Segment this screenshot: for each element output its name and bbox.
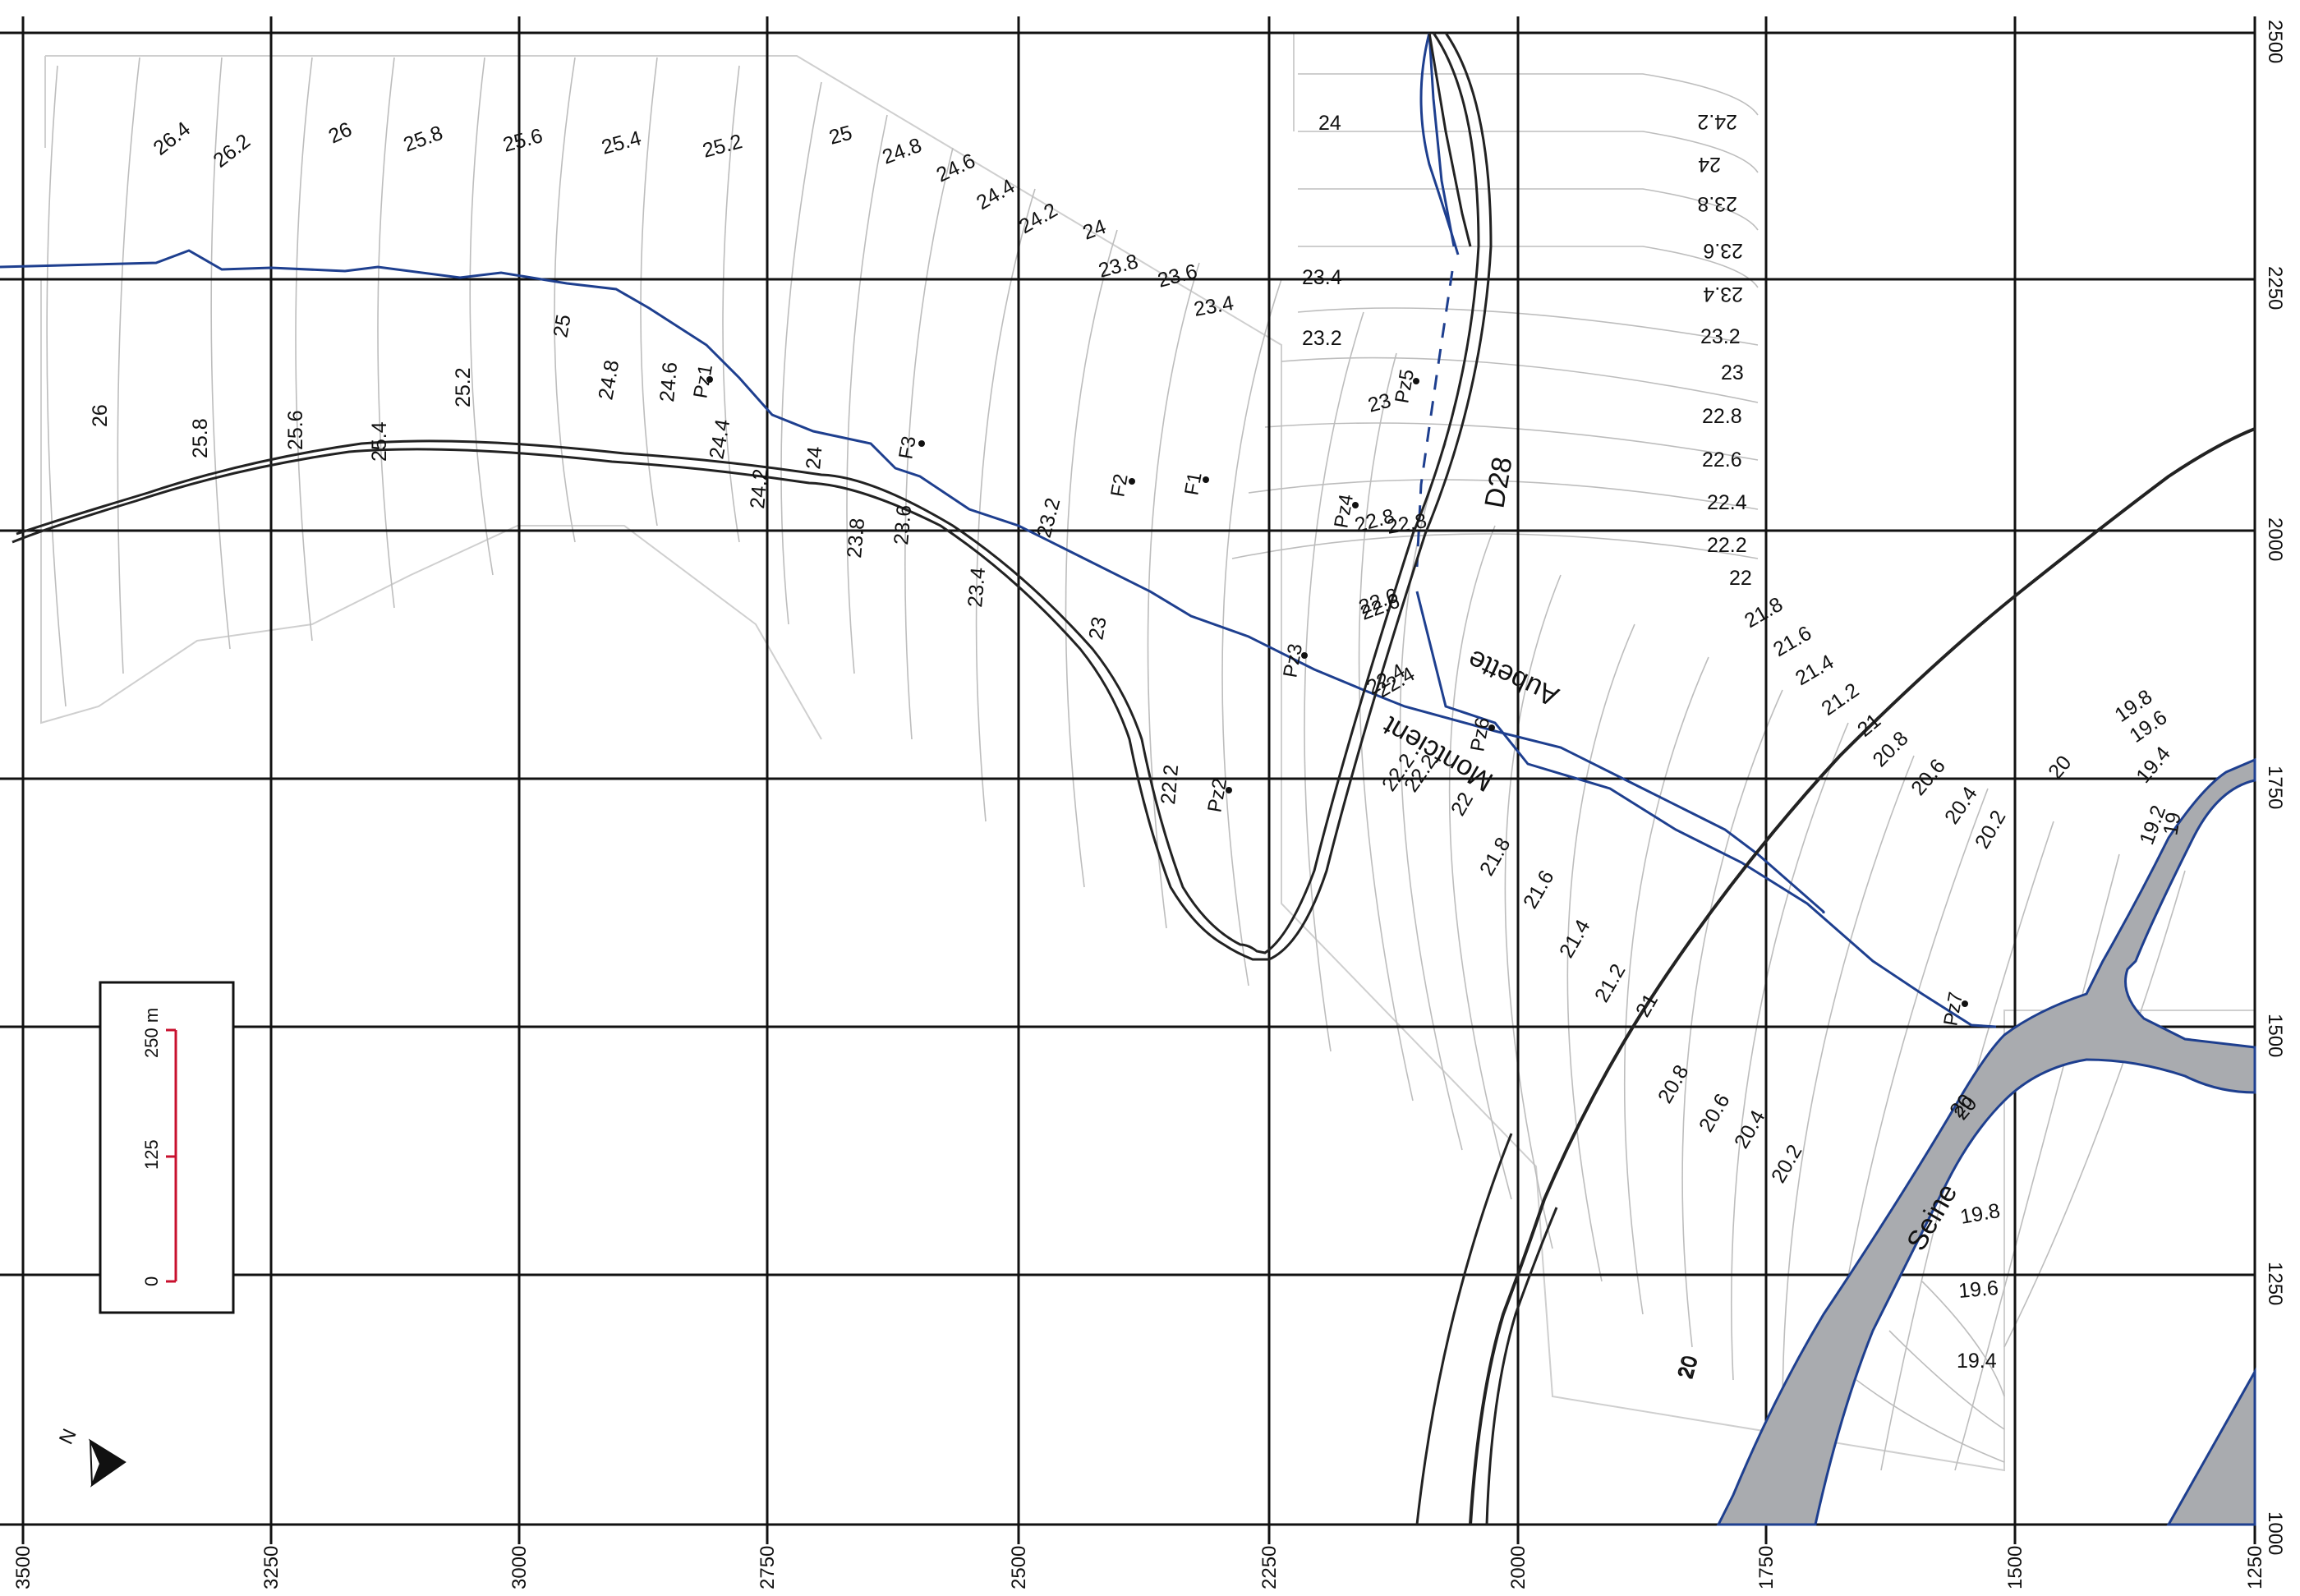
road-network [12,32,2256,1525]
x-label-2500: 2500 [1008,1546,1030,1589]
x-label-3250: 3250 [260,1546,283,1589]
contour-labels-seine: 20 19.8 19.6 19.4 20 [1675,1090,2002,1382]
road-diagonal-inner [1485,1207,1558,1525]
scale-label-0: 0 [141,1276,162,1286]
x-label-3500: 3500 [12,1546,34,1589]
contour-label: 23.6 [1703,239,1743,262]
x-label-2000: 2000 [1507,1546,1530,1589]
road-diagonal [1469,427,2256,1525]
contour-label: 25.8 [189,418,212,458]
contour-label: 22.8 [1702,405,1742,428]
contour-label: 24 [1698,153,1721,176]
river-montcient-line [1415,32,1997,1028]
river-aubette-line [0,249,1825,913]
scale-bar: 0 125 250 m [99,981,235,1314]
contour-label: 23.8 [1697,192,1737,215]
contour-label: 22.6 [1702,448,1742,471]
contour-label: 25.4 [368,421,391,462]
seine-side-channel [2166,1367,2256,1526]
scale-label-125: 125 [141,1139,162,1170]
contour-lines [46,57,2186,1471]
y-label-1750: 1750 [2264,766,2286,809]
contour-label: 22.4 [1707,491,1747,514]
well-label: F1 [1180,471,1206,497]
well-label: F3 [895,435,920,461]
contour-label: 23.2 [1700,325,1741,348]
contour-label: 23.4 [1302,266,1342,289]
contour-label: 24.2 [1697,110,1737,133]
y-label-1250: 1250 [2264,1262,2286,1305]
x-label-3000: 3000 [508,1546,531,1589]
y-label-1500: 1500 [2264,1014,2286,1057]
y-label-2500: 2500 [2264,20,2286,63]
x-label-1750: 1750 [1755,1546,1778,1589]
contour-label: 23.2 [1302,327,1342,350]
y-label-2000: 2000 [2264,517,2286,561]
contour-label: 23.8 [843,517,869,559]
well-label: F2 [1106,472,1132,499]
contour-label: 22.2 [1707,534,1747,557]
river-network [0,32,1997,1028]
contour-label: 25.2 [452,367,475,407]
contour-label: 19.6 [1957,1276,1999,1303]
well-f1[interactable]: F1 [1180,471,1209,497]
well-f2[interactable]: F2 [1106,472,1135,499]
contour-label: 25 [549,313,575,339]
north-arrow-white-half [90,1440,102,1486]
y-label-2250: 2250 [2264,266,2286,310]
contour-label: 23.4 [1703,283,1743,306]
contour-label: 23 [1721,361,1744,384]
contour-label: 22.2 [1157,764,1183,806]
contour-label: 23.4 [964,567,990,609]
seine-river-area [1716,757,2256,1526]
well-pz1[interactable]: Pz1 [689,363,717,400]
x-label-1500: 1500 [2004,1546,2026,1589]
road-d28-inner [12,32,1493,961]
river-dashed-channel [1415,270,1454,568]
contour-label: 24.6 [656,361,682,403]
contour-label: 25.6 [284,410,307,450]
y-axis-labels: 2500 2250 2000 1750 1500 1250 1000 [2264,20,2286,1555]
contour-label: 26 [89,404,112,427]
scale-label-250: 250 m [141,1008,162,1058]
seine-river [1716,757,2256,1526]
well-f3[interactable]: F3 [895,435,925,461]
contour-label: 22 [1729,567,1752,590]
contour-label: 23.6 [890,504,916,546]
river-upper-channel [1419,32,1460,255]
contour-label: 24.2 [746,468,772,510]
y-label-1000: 1000 [2264,1511,2286,1555]
coordinate-grid [0,16,2256,1544]
contour-label: 24 [802,445,826,470]
scale-bar-box [99,981,235,1314]
x-label-2250: 2250 [1258,1546,1281,1589]
road-d28-outer [16,32,1480,954]
contour-label: 23 [1084,615,1111,642]
contour-label: 19 [2159,811,2185,837]
contour-label: 24 [1318,112,1341,135]
road-d28-upper-branch [1428,32,1472,247]
x-label-2750: 2750 [757,1546,779,1589]
road-d28-lower-split [1415,1133,1513,1525]
x-label-1250: 1250 [2244,1546,2266,1589]
contour-label: 19.4 [1957,1350,1997,1373]
x-axis-labels: 3500 3250 3000 2750 2500 2250 2000 1750 … [12,1546,2266,1589]
